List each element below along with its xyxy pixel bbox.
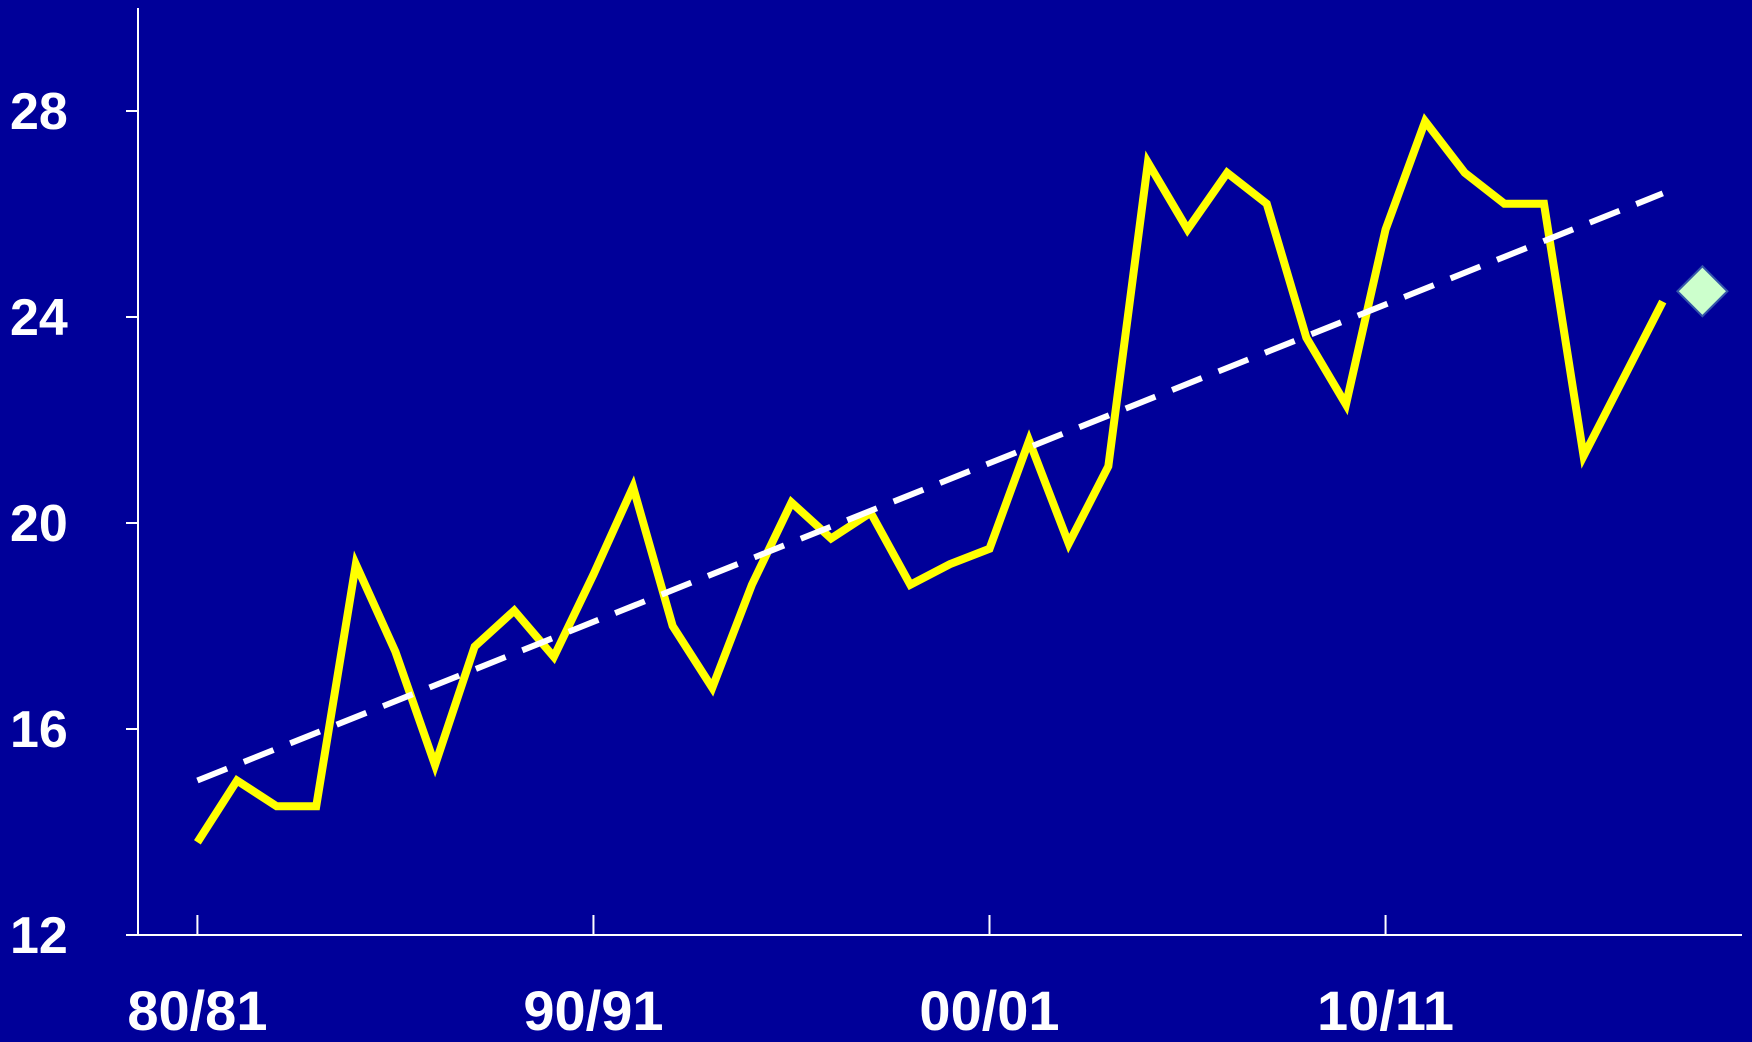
y-tick-label: 24: [10, 289, 68, 347]
x-tick-label: 80/81: [127, 979, 267, 1042]
y-tick-label: 16: [10, 701, 68, 759]
y-tick-label: 28: [10, 83, 68, 141]
data-line: [194, 113, 1667, 845]
axes: [126, 8, 1742, 936]
x-tick-label: 90/91: [523, 979, 663, 1042]
y-tick-label: 20: [10, 495, 68, 553]
highlight-marker-layer: [1675, 264, 1729, 318]
x-tick-label: 00/01: [919, 979, 1059, 1042]
trend-line: [196, 190, 1664, 784]
series-layer: [194, 113, 1667, 845]
y-tick-label: 12: [10, 907, 68, 965]
highlight-diamond-marker: [1675, 264, 1729, 318]
tick-labels: 12 16 20 24 28 80/81 90/91 00/01 10/11: [10, 83, 1454, 1042]
x-tick-label: 10/11: [1317, 979, 1454, 1042]
